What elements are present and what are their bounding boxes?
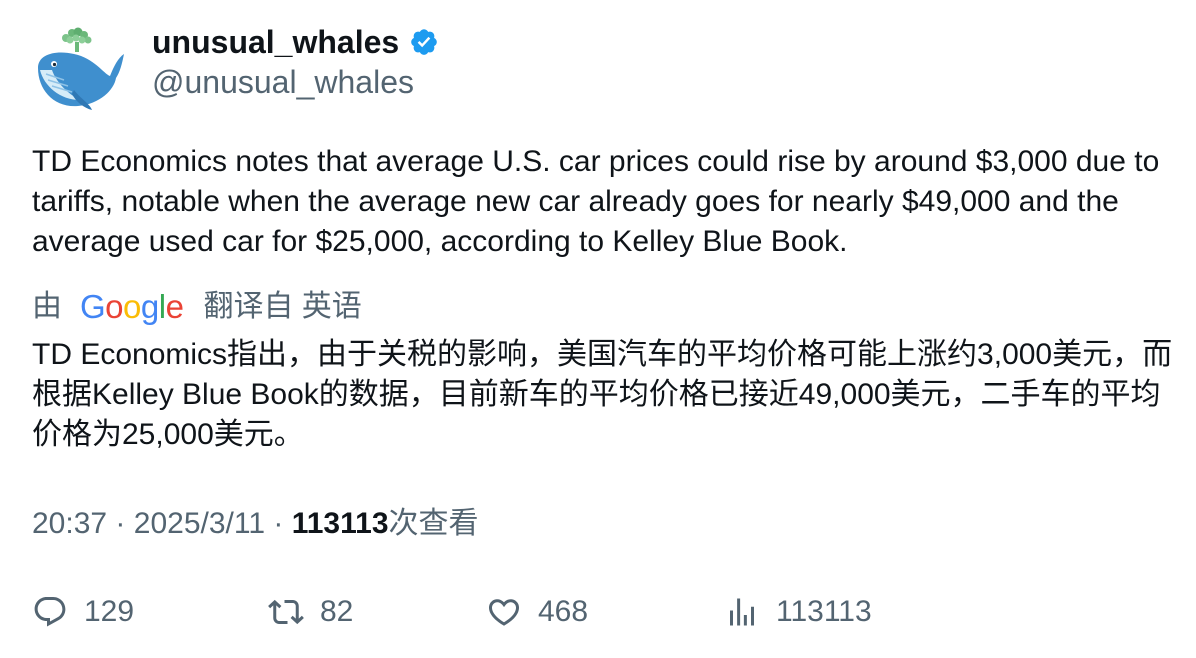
like-button[interactable]: 468 bbox=[486, 590, 588, 634]
meta-separator: · bbox=[273, 507, 283, 540]
views-action-count: 113113 bbox=[776, 595, 872, 629]
tweet-time[interactable]: 20:37 bbox=[32, 507, 107, 540]
translation-prefix: 由 bbox=[32, 287, 62, 327]
views-button[interactable]: 113113 bbox=[724, 590, 872, 634]
reply-count: 129 bbox=[84, 595, 134, 629]
meta-separator: · bbox=[115, 507, 125, 540]
retweet-icon bbox=[268, 594, 304, 630]
avatar[interactable] bbox=[30, 24, 126, 116]
author-display-name[interactable]: unusual_whales bbox=[152, 22, 439, 62]
author-name-text: unusual_whales bbox=[152, 22, 399, 62]
heart-icon bbox=[486, 594, 522, 630]
translated-text: TD Economics指出，由于关税的影响，美国汽车的平均价格可能上涨约3,0… bbox=[32, 335, 1182, 455]
tweet-meta: 20:37 · 2025/3/11 · 113113次查看 bbox=[32, 504, 479, 544]
retweet-count: 82 bbox=[320, 595, 353, 629]
reply-icon bbox=[32, 594, 68, 630]
verified-badge-icon bbox=[409, 27, 439, 57]
author-handle[interactable]: @unusual_whales bbox=[152, 62, 414, 102]
tweet-date[interactable]: 2025/3/11 bbox=[134, 507, 265, 540]
views-count: 113113 bbox=[292, 507, 389, 540]
like-count: 468 bbox=[538, 595, 588, 629]
analytics-bar-chart-icon bbox=[724, 594, 760, 630]
whale-icon bbox=[30, 24, 126, 116]
retweet-button[interactable]: 82 bbox=[268, 590, 353, 634]
views-label: 次查看 bbox=[389, 507, 479, 540]
tweet-text: TD Economics notes that average U.S. car… bbox=[32, 142, 1172, 262]
google-logo[interactable]: Google bbox=[80, 287, 183, 327]
reply-button[interactable]: 129 bbox=[32, 590, 134, 634]
translation-attribution: 由 Google 翻译自 英语 bbox=[32, 287, 362, 327]
translation-suffix: 翻译自 英语 bbox=[203, 287, 361, 327]
